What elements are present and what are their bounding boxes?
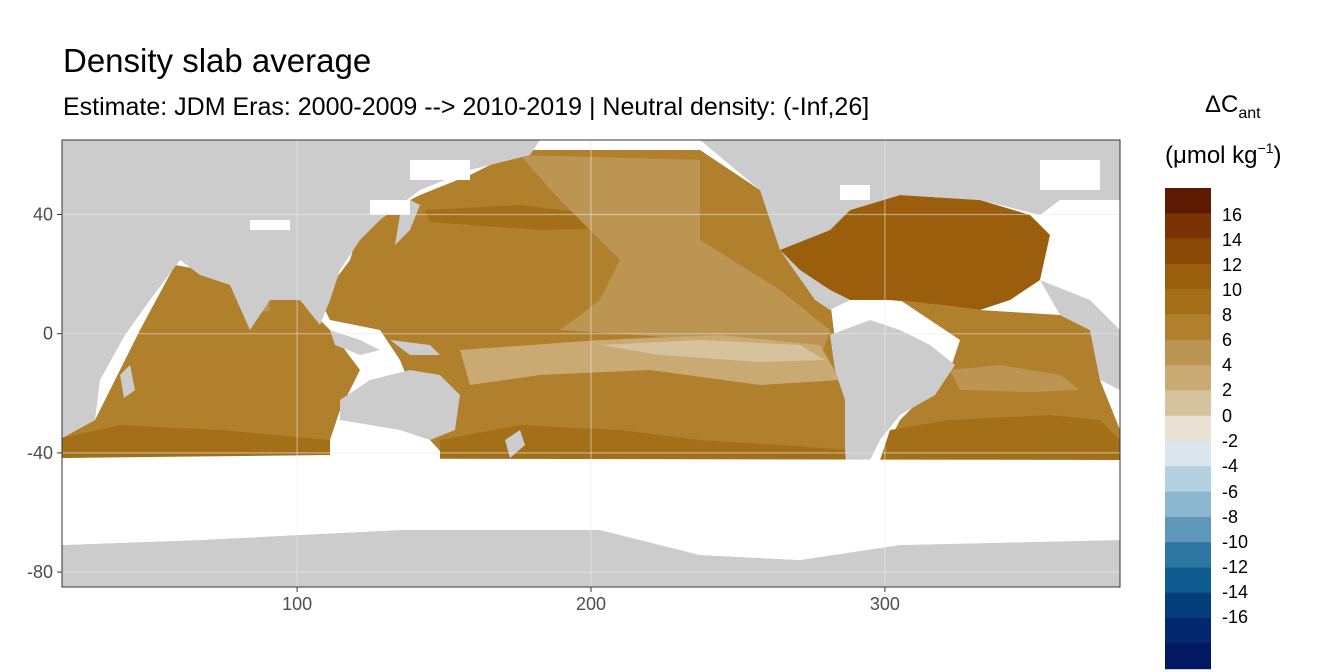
legend-swatch	[1165, 263, 1211, 290]
legend-title-line2: (μmol kg−1)	[1165, 140, 1281, 169]
legend-swatch	[1165, 289, 1211, 315]
region-east-pacific	[520, 155, 830, 360]
legend-swatch	[1165, 516, 1211, 543]
legend-label: -12	[1222, 557, 1248, 577]
legend-swatch	[1165, 592, 1211, 619]
legend-label: -2	[1222, 431, 1238, 451]
ocean-field	[62, 150, 1120, 462]
x-tick-label: 300	[870, 594, 900, 614]
legend-label: 12	[1222, 255, 1242, 275]
legend-swatch	[1165, 390, 1211, 417]
region-north-atlantic	[780, 195, 1050, 310]
y-tick-label: -80	[27, 562, 53, 582]
legend-label: -4	[1222, 456, 1238, 476]
legend-swatch	[1165, 415, 1211, 442]
legend-label: 6	[1222, 330, 1232, 350]
legend-swatch	[1165, 365, 1211, 391]
legend: ΔCant (μmol kg−1) 16 14 12 10 8 6 4 2 0 -2 -4 -6 -8 -…	[1165, 91, 1281, 670]
land-new-zealand	[505, 430, 525, 458]
land-indonesia-1	[330, 330, 380, 355]
legend-swatch	[1165, 188, 1211, 214]
legend-label: 10	[1222, 280, 1242, 300]
region-southern-band-west	[62, 425, 330, 458]
land-madagascar	[120, 365, 135, 398]
x-tick-label: 200	[576, 594, 606, 614]
y-tick-label: 40	[33, 205, 53, 225]
legend-swatch	[1165, 643, 1211, 670]
region-kuroshio	[425, 205, 620, 230]
legend-swatch	[1165, 213, 1211, 240]
legend-swatch	[1165, 339, 1211, 366]
legend-swatch	[1165, 238, 1211, 265]
y-tick-label: 0	[43, 324, 53, 344]
legend-label: 8	[1222, 305, 1232, 325]
no-data-patches	[250, 160, 1100, 230]
legend-swatch	[1165, 466, 1211, 493]
legend-title-line1: ΔCant	[1205, 91, 1261, 122]
legend-label: -14	[1222, 582, 1248, 602]
land-australia	[340, 370, 460, 440]
land-north-america	[700, 140, 1120, 250]
legend-swatch	[1165, 618, 1211, 644]
legend-swatch	[1165, 441, 1211, 467]
legend-bins: 16 14 12 10 8 6 4 2 0 -2 -4 -6 -8 -10 -12 -14 -16	[1165, 188, 1248, 670]
region-indian-ocean	[62, 265, 360, 458]
legend-label: 4	[1222, 355, 1232, 375]
land-south-america	[830, 320, 955, 495]
legend-swatch	[1165, 314, 1211, 341]
land-central-america	[780, 250, 850, 310]
legend-label: -10	[1222, 532, 1248, 552]
y-axis: 40 0 -40 -80	[27, 205, 62, 582]
legend-label: 0	[1222, 406, 1232, 426]
legend-label: -16	[1222, 607, 1248, 627]
region-south-atlantic-light	[950, 365, 1080, 392]
legend-label: 2	[1222, 380, 1232, 400]
legend-swatch	[1165, 567, 1211, 594]
legend-swatch	[1165, 542, 1211, 568]
x-axis: 100 200 300	[282, 587, 900, 614]
legend-swatch	[1165, 491, 1211, 518]
legend-label: 16	[1222, 205, 1242, 225]
region-south-atlantic-band	[880, 415, 1120, 460]
legend-label: -6	[1222, 482, 1238, 502]
land-japan	[395, 200, 420, 245]
legend-label: 14	[1222, 230, 1242, 250]
land-indonesia-2	[390, 340, 440, 355]
y-tick-label: -40	[27, 443, 53, 463]
map-panel	[62, 140, 1120, 587]
region-equatorial-core	[600, 340, 825, 362]
land-africa-east	[1040, 280, 1120, 390]
region-pacific-base	[320, 150, 860, 462]
legend-label: -8	[1222, 507, 1238, 527]
gridlines-over	[62, 140, 1120, 587]
plot-title: Density slab average	[63, 42, 372, 79]
x-tick-label: 100	[282, 594, 312, 614]
plot-subtitle: Estimate: JDM Eras: 2000-2009 --> 2010-2…	[63, 93, 870, 121]
